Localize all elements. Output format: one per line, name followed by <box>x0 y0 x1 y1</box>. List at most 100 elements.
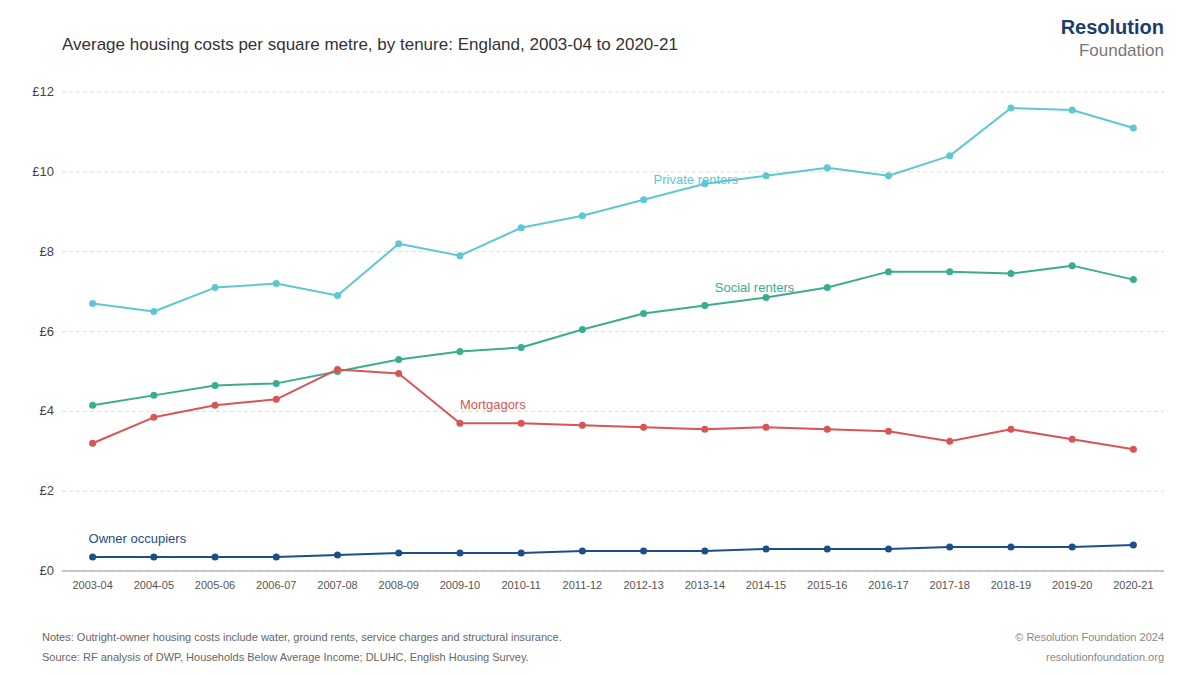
grid-line <box>62 331 1164 332</box>
x-tick-label: 2009-10 <box>440 579 480 591</box>
series-line <box>93 266 1134 406</box>
point <box>150 554 157 561</box>
point <box>763 172 770 179</box>
x-tick-label: 2003-04 <box>72 579 112 591</box>
y-tick-label: £8 <box>40 244 54 259</box>
point <box>885 268 892 275</box>
point <box>212 554 219 561</box>
point <box>212 402 219 409</box>
point <box>518 550 525 557</box>
point <box>1007 270 1014 277</box>
series-line <box>93 108 1134 312</box>
footnote: Notes: Outright-owner housing costs incl… <box>42 631 562 643</box>
point <box>456 252 463 259</box>
x-tick-label: 2020-21 <box>1113 579 1153 591</box>
y-tick-label: £0 <box>40 563 54 578</box>
point <box>1069 436 1076 443</box>
point <box>885 428 892 435</box>
y-tick-label: £4 <box>40 403 54 418</box>
point <box>701 426 708 433</box>
logo-text: Foundation <box>1079 41 1164 60</box>
point <box>946 438 953 445</box>
chart: Average housing costs per square metre, … <box>0 0 1200 675</box>
point <box>946 544 953 551</box>
point <box>150 392 157 399</box>
x-tick-label: 2016-17 <box>868 579 908 591</box>
series-label: Social renters <box>715 280 795 295</box>
point <box>1130 446 1137 453</box>
x-tick-label: 2013-14 <box>685 579 725 591</box>
x-tick-label: 2004-05 <box>134 579 174 591</box>
point <box>824 426 831 433</box>
point <box>946 268 953 275</box>
point <box>1130 276 1137 283</box>
point <box>701 302 708 309</box>
point <box>518 420 525 427</box>
point <box>334 292 341 299</box>
x-tick-label: 2006-07 <box>256 579 296 591</box>
x-tick-label: 2010-11 <box>501 579 541 591</box>
point <box>640 196 647 203</box>
point <box>763 294 770 301</box>
series-label: Private renters <box>654 172 739 187</box>
point <box>273 396 280 403</box>
point <box>89 440 96 447</box>
point <box>456 420 463 427</box>
x-tick-label: 2014-15 <box>746 579 786 591</box>
point <box>1007 104 1014 111</box>
grid-line <box>62 491 1164 492</box>
point <box>89 300 96 307</box>
series-label: Owner occupiers <box>89 531 187 546</box>
point <box>395 550 402 557</box>
point <box>640 424 647 431</box>
series-line <box>93 545 1134 557</box>
series-line <box>93 369 1134 449</box>
grid-line <box>62 411 1164 412</box>
point <box>456 348 463 355</box>
title: Average housing costs per square metre, … <box>62 35 678 54</box>
grid-line <box>62 571 1164 572</box>
y-tick-label: £12 <box>32 84 54 99</box>
y-tick-label: £10 <box>32 164 54 179</box>
point <box>89 554 96 561</box>
point <box>640 548 647 555</box>
x-tick-label: 2005-06 <box>195 579 235 591</box>
x-tick-label: 2015-16 <box>807 579 847 591</box>
point <box>273 280 280 287</box>
footnote: © Resolution Foundation 2024 <box>1015 631 1164 643</box>
y-tick-label: £2 <box>40 483 54 498</box>
point <box>1007 544 1014 551</box>
point <box>518 344 525 351</box>
point <box>579 422 586 429</box>
background <box>0 0 1200 675</box>
point <box>395 240 402 247</box>
x-tick-label: 2008-09 <box>379 579 419 591</box>
x-tick-label: 2019-20 <box>1052 579 1092 591</box>
plot-area <box>89 104 1137 560</box>
point <box>395 356 402 363</box>
point <box>150 414 157 421</box>
point <box>579 212 586 219</box>
point <box>885 172 892 179</box>
x-axis <box>62 571 1164 572</box>
grid-line <box>62 171 1164 172</box>
point <box>1069 544 1076 551</box>
point <box>579 548 586 555</box>
point <box>946 152 953 159</box>
point <box>273 554 280 561</box>
point <box>395 370 402 377</box>
point <box>150 308 157 315</box>
point <box>1130 124 1137 131</box>
point <box>518 224 525 231</box>
point <box>763 424 770 431</box>
point <box>212 382 219 389</box>
footnote: resolutionfoundation.org <box>1046 651 1164 663</box>
x-tick-label: 2018-19 <box>991 579 1031 591</box>
point <box>334 552 341 559</box>
grid-line <box>62 92 1164 93</box>
point <box>1069 106 1076 113</box>
footnote: Source: RF analysis of DWP, Households B… <box>42 651 529 663</box>
x-tick-label: 2012-13 <box>623 579 663 591</box>
point <box>579 326 586 333</box>
point <box>640 310 647 317</box>
